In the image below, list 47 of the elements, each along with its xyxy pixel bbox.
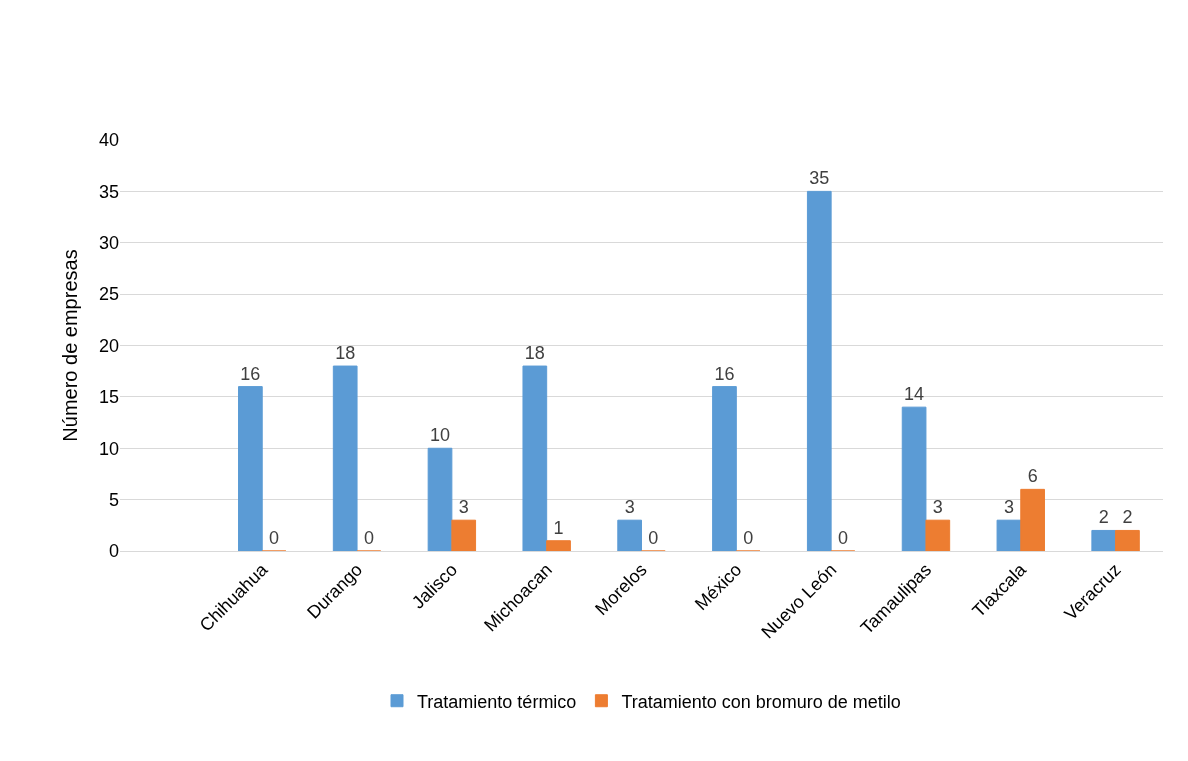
bar <box>901 406 927 551</box>
legend-label: Tratamiento con bromuro de metilo <box>621 691 901 712</box>
bar <box>332 365 358 551</box>
data-label: 2 <box>1098 507 1109 528</box>
bar <box>546 540 571 551</box>
bar <box>451 519 477 551</box>
data-label: 3 <box>1003 497 1014 518</box>
y-tick-label: 0 <box>108 541 119 562</box>
data-label: 16 <box>714 363 735 384</box>
data-label: 0 <box>648 528 659 548</box>
data-label: 0 <box>743 528 754 548</box>
data-label: 2 <box>1122 507 1133 528</box>
data-label: 3 <box>458 497 469 518</box>
bar <box>522 365 548 551</box>
data-label: 14 <box>904 384 925 405</box>
data-label: 10 <box>429 425 451 446</box>
data-label: 35 <box>809 168 830 189</box>
data-label: 3 <box>932 497 943 518</box>
bar <box>427 447 453 551</box>
y-tick-label: 20 <box>98 335 119 356</box>
data-label: 0 <box>269 528 280 548</box>
bar <box>712 386 737 551</box>
y-tick-label: 10 <box>98 438 119 459</box>
bar <box>238 386 263 551</box>
data-label: 3 <box>624 497 635 518</box>
bar <box>1091 529 1117 551</box>
bar <box>925 519 951 551</box>
data-label: 18 <box>335 343 356 364</box>
bar <box>806 190 832 551</box>
data-label: 1 <box>553 517 564 538</box>
legend-label: Tratamiento térmico <box>417 691 577 712</box>
bar <box>1115 529 1140 551</box>
y-tick-label: 40 <box>98 130 119 151</box>
data-label: 0 <box>837 528 848 548</box>
y-tick-label: 30 <box>98 233 119 254</box>
bar <box>617 519 642 551</box>
bar <box>996 519 1022 551</box>
y-tick-label: 15 <box>98 387 119 408</box>
y-tick-label: 35 <box>98 181 119 202</box>
data-label: 16 <box>240 363 261 384</box>
y-tick-label: 25 <box>98 284 119 305</box>
y-tick-label: 5 <box>108 489 119 510</box>
bar <box>1020 488 1045 551</box>
data-label: 6 <box>1027 466 1038 487</box>
data-label: 18 <box>524 343 545 364</box>
y-axis-title: Número de empresas <box>59 249 82 442</box>
data-label: 0 <box>363 528 374 548</box>
